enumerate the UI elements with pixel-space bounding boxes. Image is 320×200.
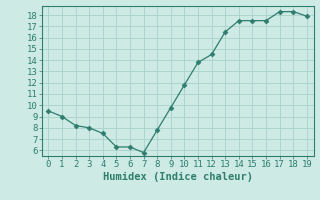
X-axis label: Humidex (Indice chaleur): Humidex (Indice chaleur) bbox=[103, 172, 252, 182]
